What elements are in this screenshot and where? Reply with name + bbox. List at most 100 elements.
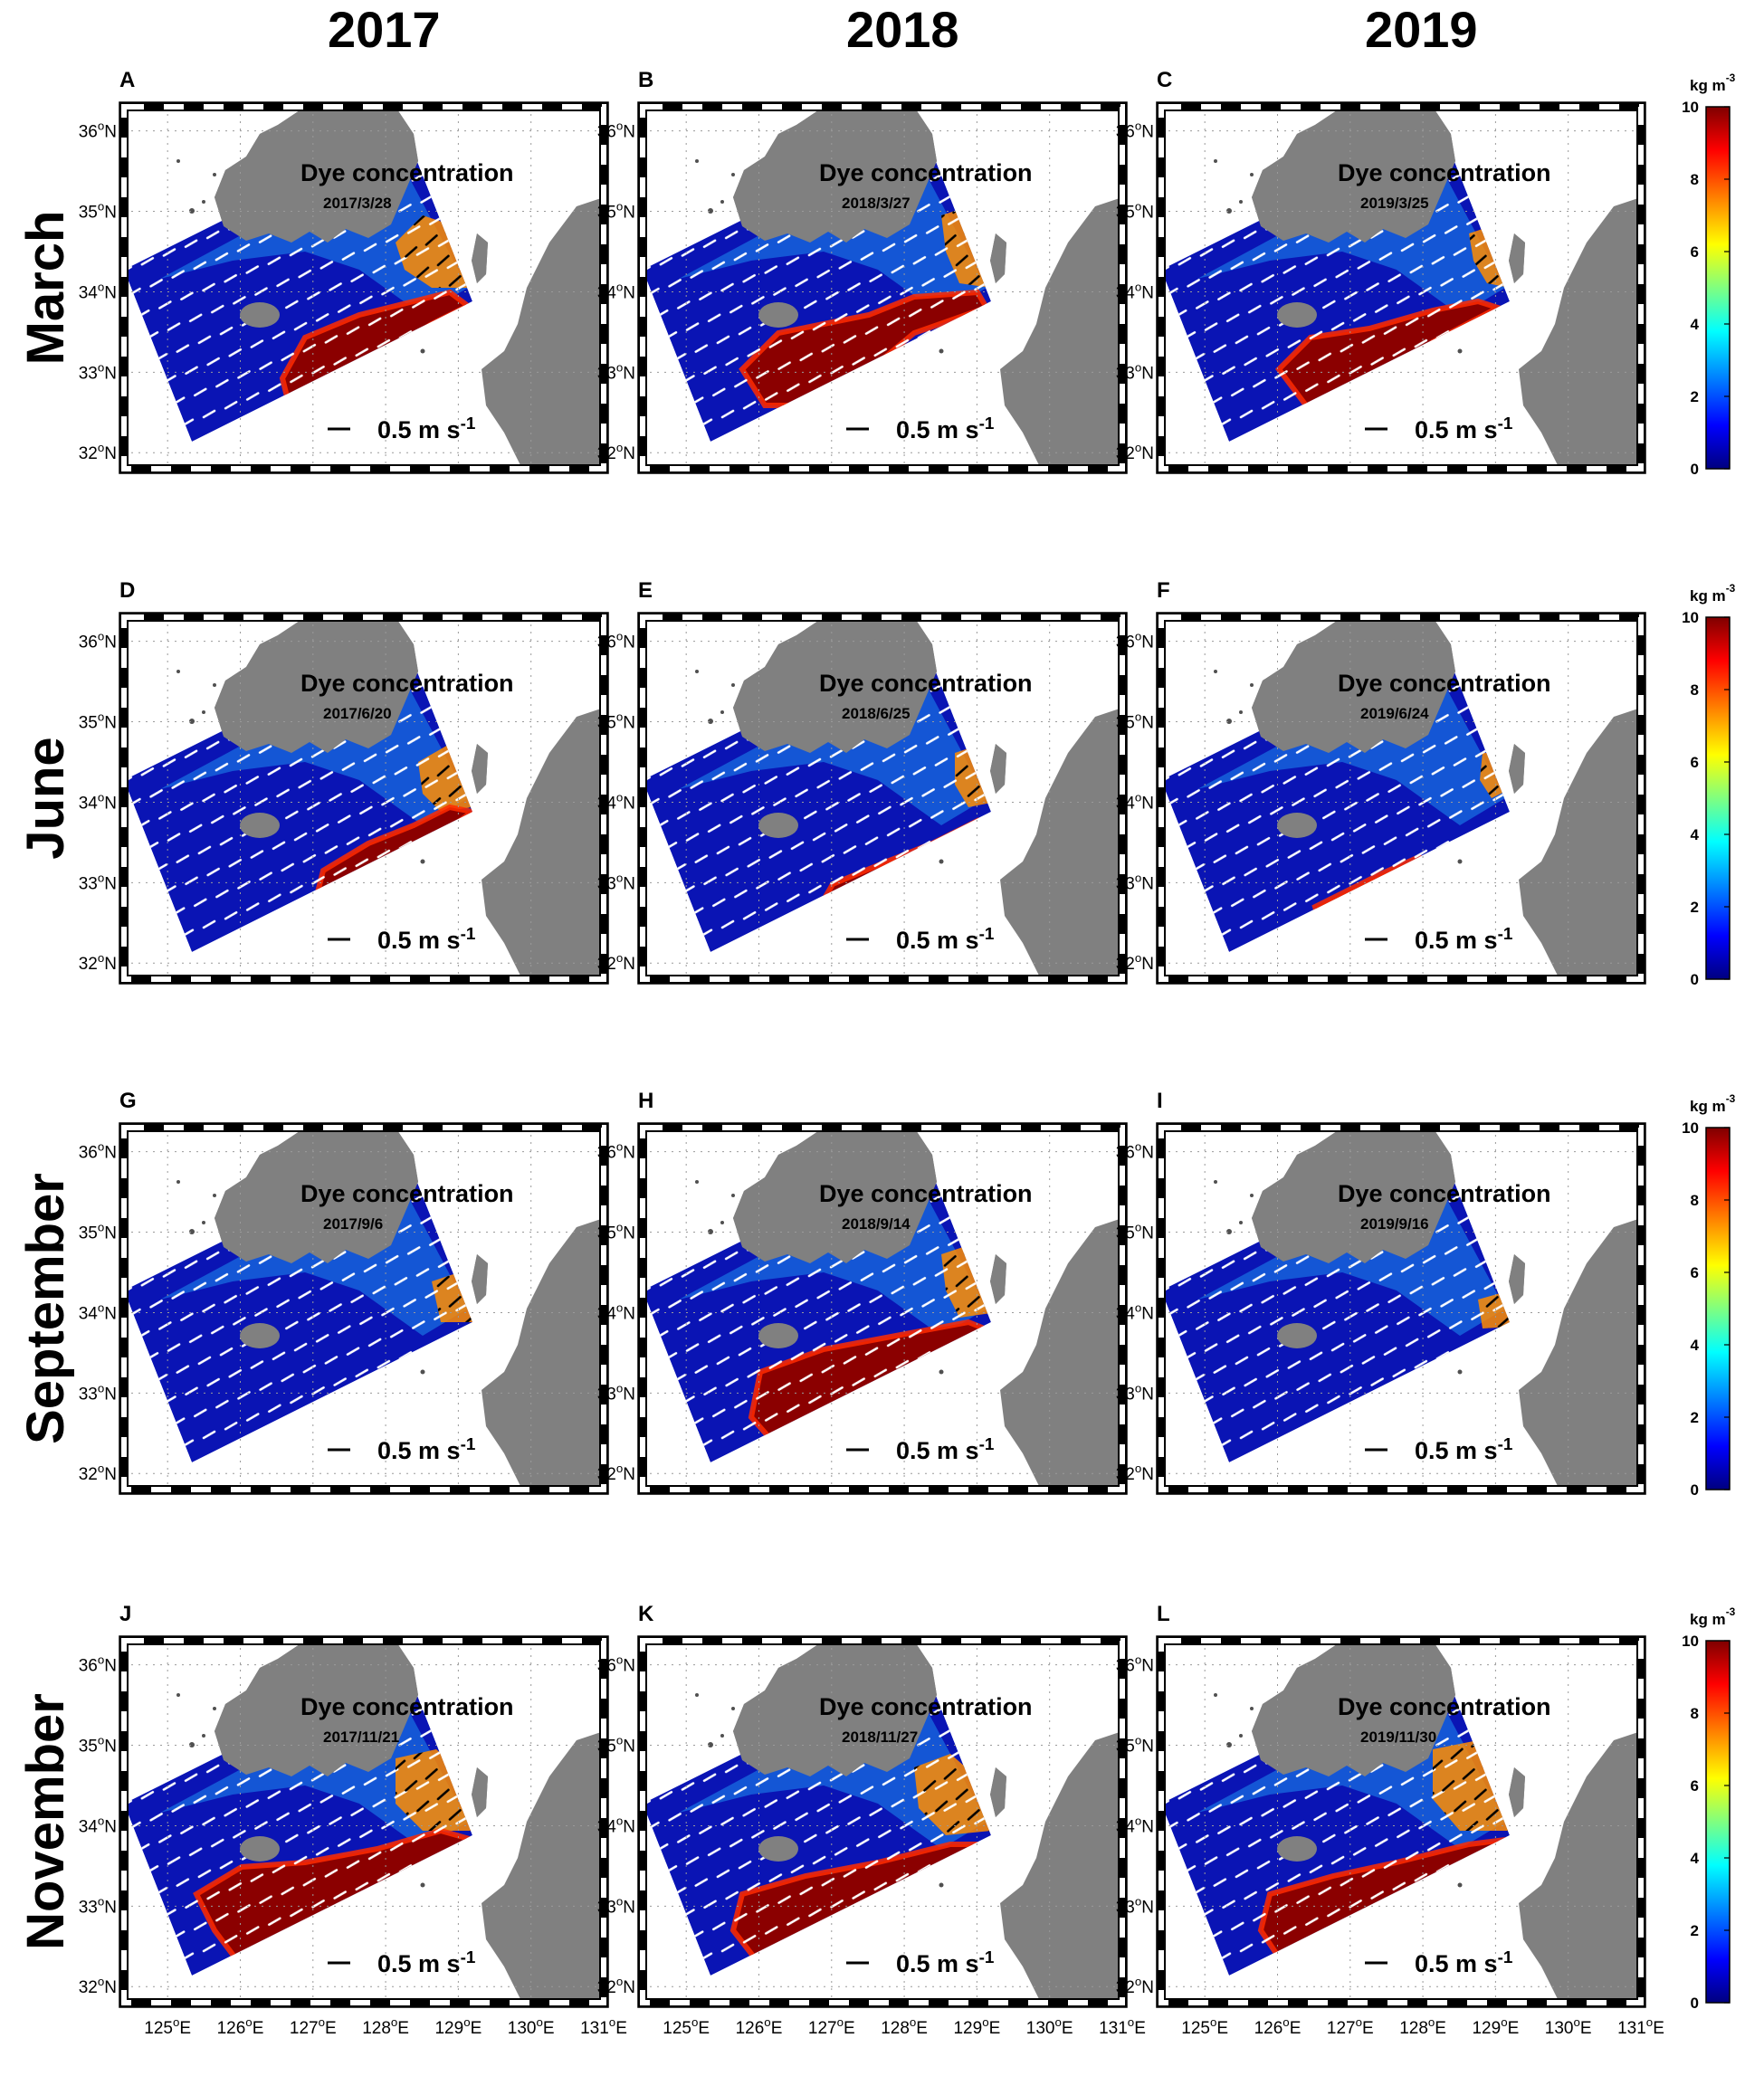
lat-tick-label: 35oN bbox=[597, 1734, 635, 1757]
frame-border bbox=[1156, 101, 1646, 474]
jeju-island bbox=[1277, 1836, 1317, 1862]
land-korea bbox=[733, 617, 937, 753]
lat-tick-label: 32oN bbox=[597, 1462, 635, 1484]
panel-letter: B bbox=[638, 68, 653, 92]
lon-tick-label: 126oE bbox=[217, 2015, 264, 2038]
lat-tick-label: 33oN bbox=[1116, 1381, 1154, 1404]
map-panel: J Dye concentration 2017/11/21 0.5 m s-1 32o… bbox=[79, 1602, 627, 2038]
colorbar-unit: kg m-3 bbox=[1690, 71, 1736, 94]
frame-dash bbox=[1159, 614, 1644, 982]
colorbar-tick-label: 6 bbox=[1691, 754, 1699, 771]
colorbar-gradient bbox=[1705, 1127, 1731, 1490]
lat-tick-label: 32oN bbox=[79, 441, 117, 463]
lat-tick-label: 36oN bbox=[1116, 1653, 1154, 1676]
frame-border bbox=[119, 1635, 609, 2008]
colorbar-tick-label: 8 bbox=[1691, 1192, 1699, 1209]
jeju-island bbox=[240, 813, 280, 838]
lat-tick-label: 34oN bbox=[597, 280, 635, 302]
panel-letter: C bbox=[1157, 68, 1172, 92]
frame-border bbox=[637, 612, 1128, 985]
lon-tick-label: 128oE bbox=[881, 2015, 928, 2038]
panel-title: Dye concentration bbox=[1338, 159, 1551, 186]
colorbar-tick-label: 10 bbox=[1682, 609, 1699, 626]
land-korea bbox=[733, 107, 937, 243]
frame-dash bbox=[121, 1125, 606, 1492]
colorbar-tick-label: 6 bbox=[1691, 1777, 1699, 1795]
colorbar-gradient bbox=[1705, 1640, 1731, 2004]
lat-tick-label: 36oN bbox=[79, 630, 117, 652]
panel-date: 2019/6/24 bbox=[1360, 705, 1429, 722]
panel-letter: E bbox=[638, 578, 653, 603]
panel-title: Dye concentration bbox=[300, 1693, 514, 1720]
panel-date: 2019/9/16 bbox=[1360, 1215, 1429, 1233]
colorbar-tick-label: 4 bbox=[1691, 1850, 1700, 1867]
frame-dash bbox=[640, 1638, 1125, 2005]
map-panel: A Dye concentration 2017/3/28 0.5 m s-1 32oN… bbox=[79, 68, 609, 474]
panel-letter: D bbox=[119, 578, 135, 603]
map-panel: K Dye concentration 2018/11/27 0.5 m s-1 32o… bbox=[597, 1602, 1146, 2038]
panel-letter: L bbox=[1157, 1602, 1170, 1626]
frame-border bbox=[637, 101, 1128, 474]
lon-tick-label: 127oE bbox=[290, 2015, 337, 2038]
scale-label: 0.5 m s-1 bbox=[1415, 925, 1512, 954]
frame-border bbox=[119, 612, 609, 985]
lat-tick-label: 32oN bbox=[597, 951, 635, 974]
month-label: March bbox=[16, 211, 75, 366]
lon-tick-label: 129oE bbox=[1472, 2015, 1519, 2038]
scale-label: 0.5 m s-1 bbox=[377, 1435, 475, 1464]
lat-tick-label: 36oN bbox=[597, 630, 635, 652]
lat-tick-label: 33oN bbox=[597, 360, 635, 383]
lat-tick-label: 34oN bbox=[597, 1300, 635, 1323]
frame-dash bbox=[640, 614, 1125, 982]
land-korea bbox=[1252, 1128, 1455, 1263]
colorbar-tick-label: 2 bbox=[1691, 899, 1699, 916]
month-label: November bbox=[16, 1693, 75, 1950]
jeju-island bbox=[240, 302, 280, 328]
lat-tick-label: 33oN bbox=[597, 1894, 635, 1917]
month-label: September bbox=[16, 1173, 75, 1444]
lat-tick-label: 34oN bbox=[79, 1300, 117, 1323]
lat-tick-label: 33oN bbox=[1116, 871, 1154, 893]
panel-date: 2017/11/21 bbox=[323, 1728, 399, 1746]
colorbar: kg m-3 0 2 4 6 8 10 bbox=[1682, 1092, 1736, 1499]
lon-tick-label: 128oE bbox=[1399, 2015, 1446, 2038]
land-korea bbox=[733, 1128, 937, 1263]
lon-tick-label: 131oE bbox=[1099, 2015, 1146, 2038]
colorbar-tick-label: 4 bbox=[1691, 316, 1700, 333]
frame-dash bbox=[1159, 104, 1644, 471]
colorbar: kg m-3 0 2 4 6 8 10 bbox=[1682, 71, 1736, 478]
panel-letter: I bbox=[1157, 1089, 1163, 1113]
land-korea bbox=[1252, 617, 1455, 753]
lat-tick-label: 36oN bbox=[597, 1653, 635, 1676]
lat-tick-label: 33oN bbox=[79, 1381, 117, 1404]
lat-tick-label: 33oN bbox=[597, 871, 635, 893]
lat-tick-label: 33oN bbox=[79, 360, 117, 383]
panel-date: 2018/9/14 bbox=[842, 1215, 911, 1233]
panel-date: 2018/11/27 bbox=[842, 1728, 918, 1746]
lat-tick-label: 34oN bbox=[1116, 280, 1154, 302]
colorbar-tick-label: 0 bbox=[1691, 461, 1699, 478]
lon-tick-label: 130oE bbox=[508, 2015, 555, 2038]
colorbar-tick-label: 2 bbox=[1691, 388, 1699, 405]
colorbar-tick-label: 8 bbox=[1691, 171, 1699, 188]
lat-tick-label: 35oN bbox=[79, 710, 117, 733]
lat-tick-label: 35oN bbox=[79, 1221, 117, 1243]
colorbar: kg m-3 0 2 4 6 8 10 bbox=[1682, 1605, 1736, 2012]
lat-tick-label: 35oN bbox=[79, 1734, 117, 1757]
jeju-island bbox=[758, 1836, 798, 1862]
tsushima-island bbox=[1509, 744, 1525, 794]
lat-tick-label: 35oN bbox=[79, 200, 117, 223]
map-panel: F Dye concentration 2019/6/24 0.5 m s-1 32oN… bbox=[1116, 578, 1646, 985]
jeju-island bbox=[1277, 302, 1317, 328]
lat-tick-label: 34oN bbox=[597, 790, 635, 813]
colorbar-tick-label: 0 bbox=[1691, 1481, 1699, 1499]
map-panel: L Dye concentration 2019/11/30 0.5 m s-1 32o… bbox=[1116, 1602, 1664, 2038]
lat-tick-label: 34oN bbox=[79, 790, 117, 813]
scale-label: 0.5 m s-1 bbox=[1415, 1948, 1512, 1977]
panel-title: Dye concentration bbox=[300, 1180, 514, 1207]
colorbar-unit: kg m-3 bbox=[1690, 582, 1736, 605]
panel-title: Dye concentration bbox=[819, 159, 1033, 186]
scale-label: 0.5 m s-1 bbox=[377, 414, 475, 443]
frame-border bbox=[119, 101, 609, 474]
